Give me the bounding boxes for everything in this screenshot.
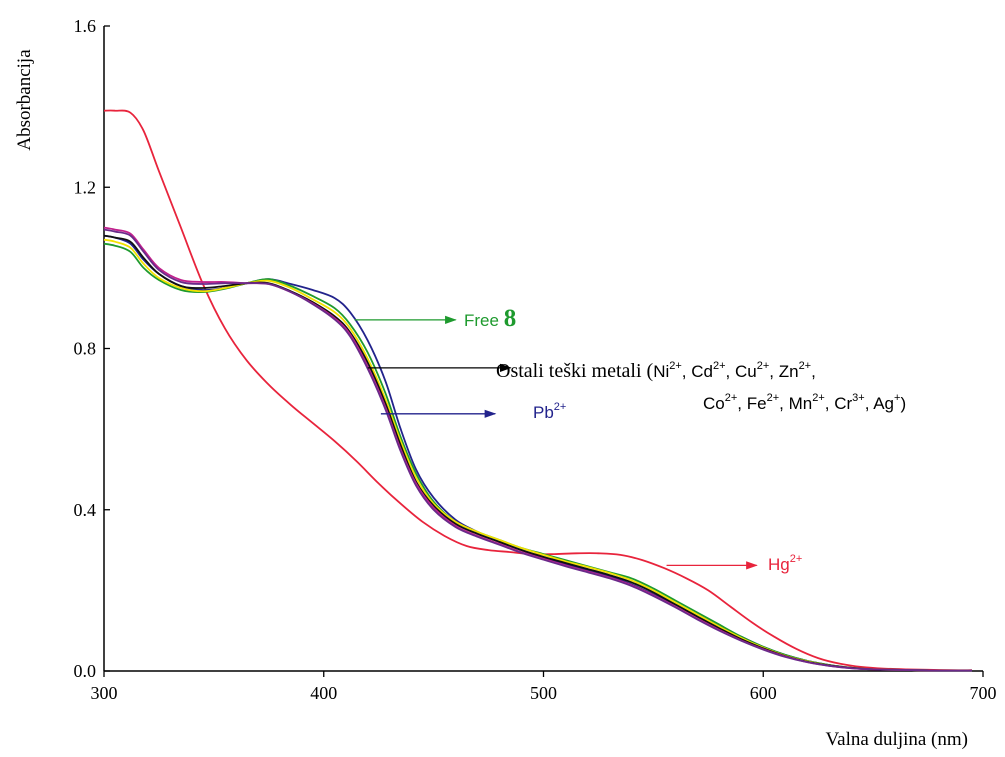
ion-symbol: Ag — [873, 394, 894, 413]
ion-separator: , — [811, 362, 816, 381]
pb-label-sup: 2+ — [554, 401, 567, 413]
y-tick-label: 1.2 — [74, 177, 97, 197]
other-heavy-metals-label: Ostali teški metali (Ni2+, Cd2+, Cu2+, Z… — [496, 360, 816, 382]
hg-label-base: Hg — [768, 555, 790, 574]
x-tick-label: 500 — [530, 683, 557, 703]
ion-symbol: Co — [703, 394, 725, 413]
ion-symbol: Cu — [735, 362, 757, 381]
series-line-4 — [103, 234, 973, 672]
y-tick-label: 0.8 — [74, 339, 97, 359]
y-tick-label: 1.6 — [74, 16, 97, 36]
x-tick-label: 400 — [310, 683, 337, 703]
x-tick-label: 300 — [91, 683, 118, 703]
ion-separator: , — [769, 362, 778, 381]
ion-charge: + — [894, 392, 900, 404]
y-tick-label: 0.0 — [74, 661, 97, 681]
series-line-1 — [103, 234, 973, 672]
ion-charge: 2+ — [767, 392, 780, 404]
ion-charge: 2+ — [812, 392, 825, 404]
pb-label: Pb2+ — [533, 401, 566, 422]
ion-symbol: Zn — [779, 362, 799, 381]
ion-separator: ) — [900, 394, 906, 413]
ion-separator: , — [825, 394, 834, 413]
ion-separator: , — [779, 394, 788, 413]
other-heavy-metals-text: Ostali teški metali ( — [496, 360, 654, 382]
ion-charge: 2+ — [799, 360, 812, 372]
y-axis-title: Absorbancija — [14, 49, 35, 151]
y-tick-label: 0.4 — [74, 500, 97, 520]
ion-separator: , — [726, 362, 735, 381]
ion-symbol: Mn — [789, 394, 813, 413]
free-label-number: 8 — [504, 305, 517, 332]
ion-symbol: Cr — [834, 394, 852, 413]
x-tick-label: 700 — [970, 683, 997, 703]
ion-charge: 2+ — [713, 360, 726, 372]
y-axis-ticks: 0.0 0.4 0.8 1.2 1.6 — [74, 16, 110, 681]
ion-separator: , — [737, 394, 746, 413]
x-axis-title: Valna duljina (nm) — [826, 729, 968, 750]
hg-label: Hg2+ — [768, 553, 802, 574]
ion-separator: , — [865, 394, 874, 413]
hg-label-sup: 2+ — [790, 553, 803, 565]
ion-separator: , — [682, 362, 691, 381]
free-label-text: Free — [464, 311, 504, 330]
x-tick-label: 600 — [750, 683, 777, 703]
pb-label-base: Pb — [533, 403, 554, 422]
ion-symbol: Ni — [653, 362, 669, 381]
ions-line-1: Ni2+, Cd2+, Cu2+, Zn2+, — [653, 360, 816, 381]
x-axis-ticks: 300 400 500 600 700 — [91, 671, 997, 703]
series-line-5 — [103, 226, 973, 672]
series-lines — [103, 109, 973, 672]
series-line-3 — [103, 238, 973, 672]
series-line-2 — [103, 242, 973, 672]
ion-charge: 3+ — [852, 392, 865, 404]
ion-symbol: Fe — [747, 394, 767, 413]
free-8-label: Free 8 — [464, 305, 516, 332]
ion-charge: 2+ — [757, 360, 770, 372]
ions-line-2: Co2+, Fe2+, Mn2+, Cr3+, Ag+) — [703, 392, 906, 413]
ion-charge: 2+ — [725, 392, 738, 404]
ion-charge: 2+ — [669, 360, 682, 372]
series-line-6 — [103, 228, 973, 672]
series-line-0 — [103, 109, 973, 672]
ion-symbol: Cd — [691, 362, 713, 381]
